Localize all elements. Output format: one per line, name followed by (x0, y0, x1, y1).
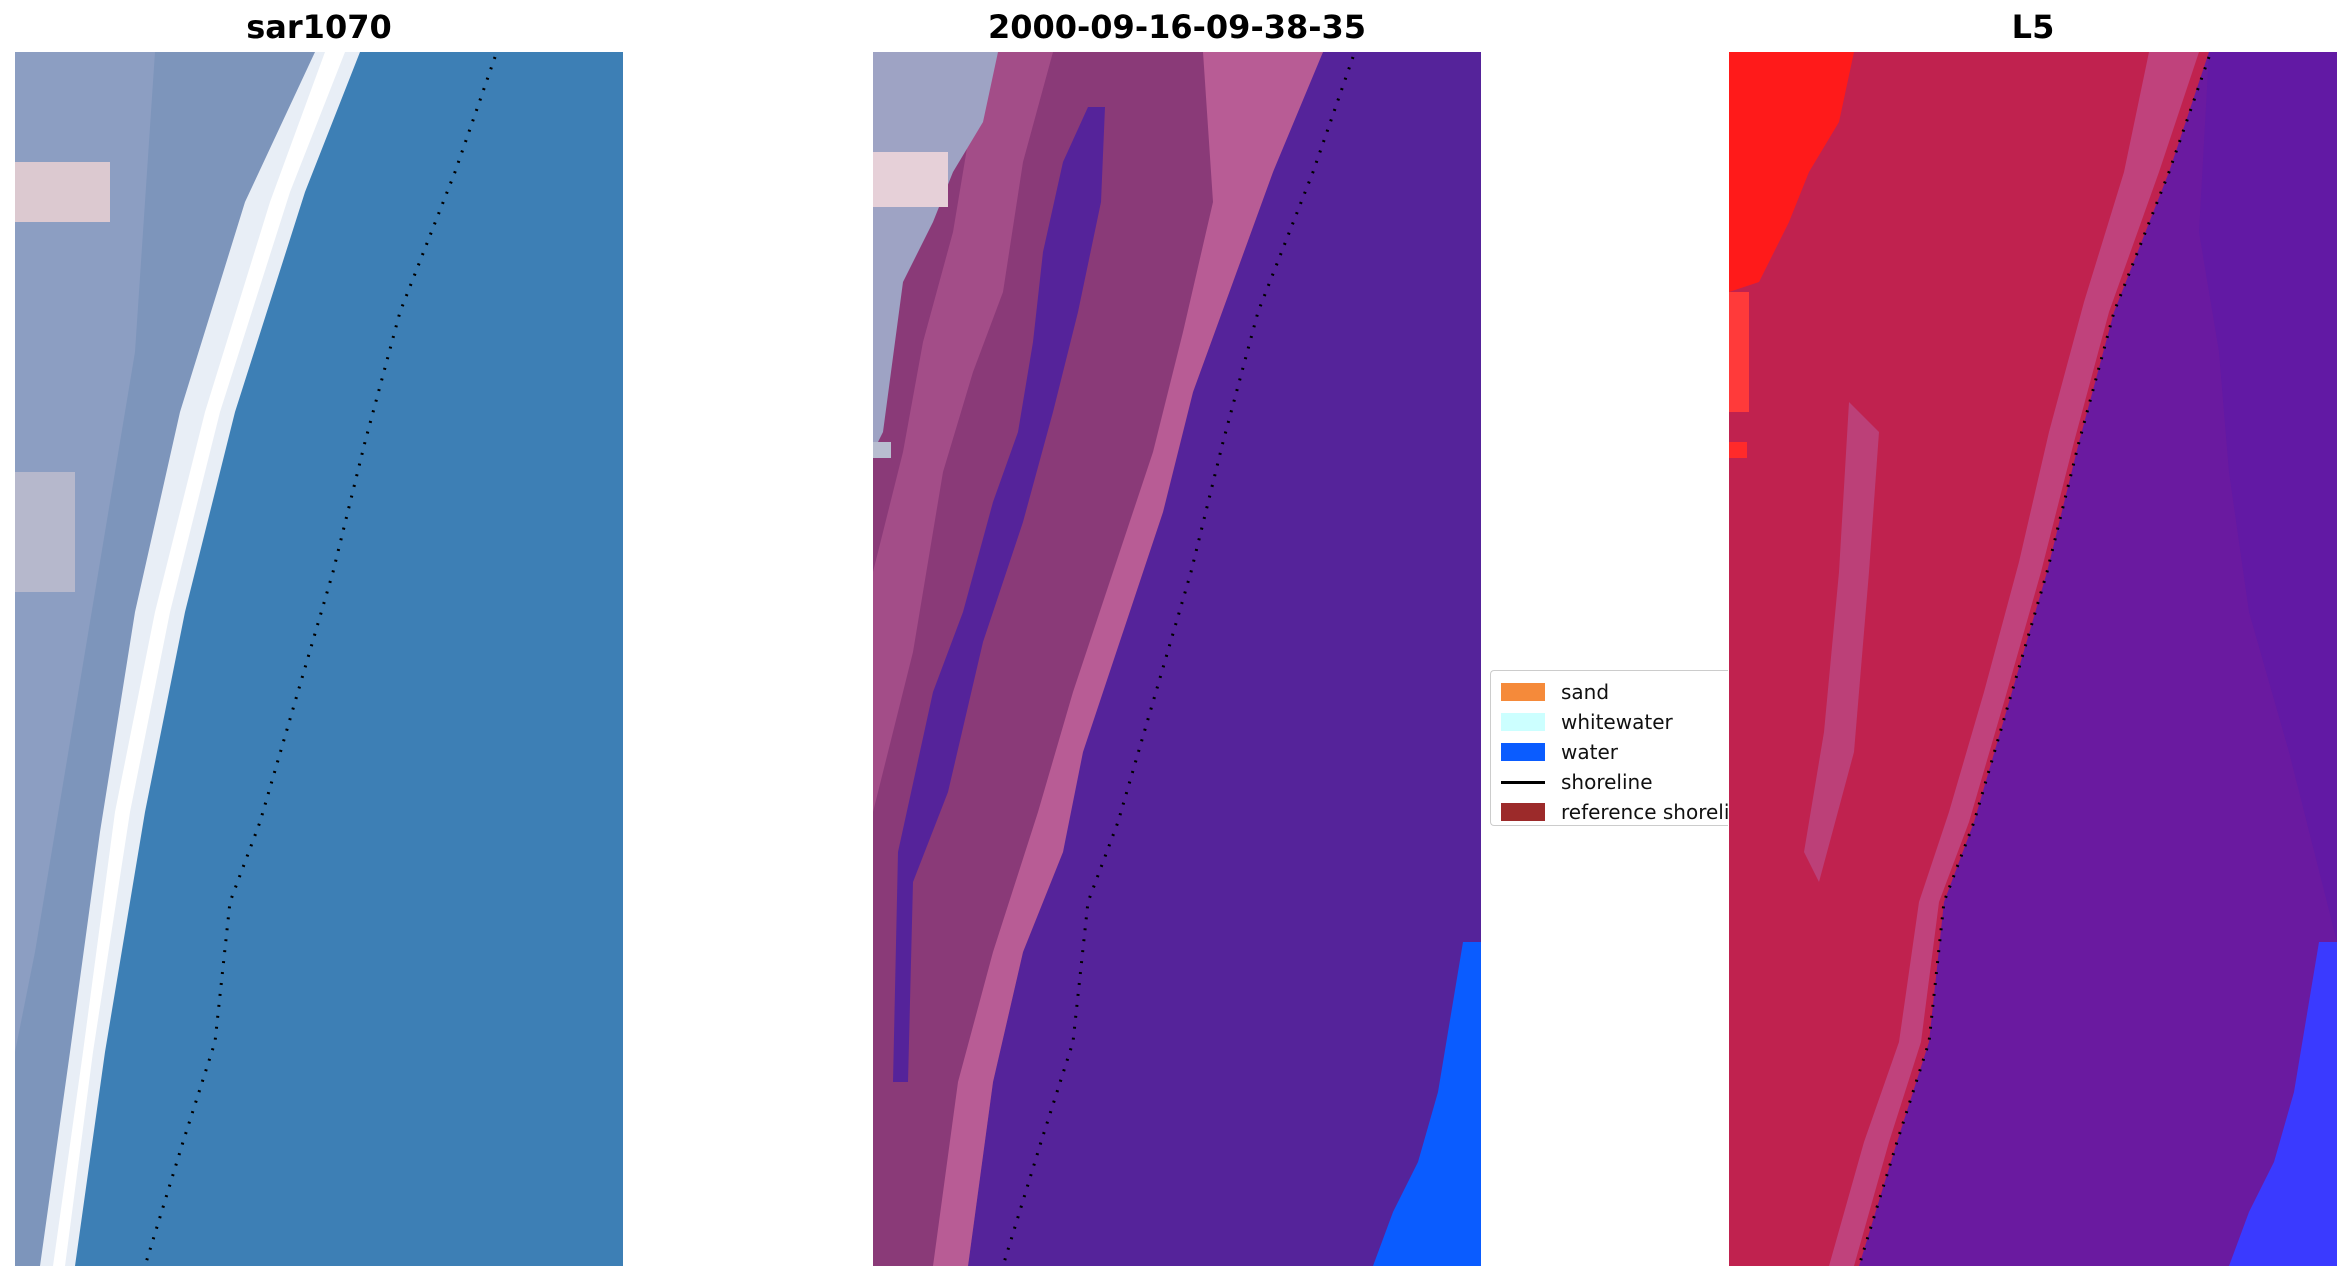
sand-swatch-icon (1501, 683, 1545, 701)
index-image (1729, 52, 2337, 1266)
classification-image (873, 52, 1481, 1266)
panel-title-index: L5 (2011, 8, 2055, 46)
panel-title-classification: 2000-09-16-09-38-35 (987, 8, 1367, 46)
legend-item-water: water (1501, 739, 1618, 765)
legend-label-water: water (1561, 740, 1618, 764)
legend-item-sand: sand (1501, 679, 1609, 705)
classification-panel: 2000-09-16-09-38-35 (873, 0, 1481, 1283)
shoreline-line-icon (1501, 773, 1545, 791)
whitewater-swatch-icon (1501, 713, 1545, 731)
rgb-image (15, 52, 623, 1266)
index-panel: L5 (1729, 0, 2337, 1283)
reference-shoreline-swatch-icon (1501, 803, 1545, 821)
legend-label-reference-shoreline: reference shoreline (1561, 800, 1728, 824)
water-swatch-icon (1501, 743, 1545, 761)
legend-label-shoreline: shoreline (1561, 770, 1653, 794)
legend-label-sand: sand (1561, 680, 1610, 704)
legend-item-whitewater: whitewater (1501, 709, 1673, 735)
panel-title-rgb: sar1070 (246, 8, 392, 46)
legend-item-shoreline: shoreline (1501, 769, 1653, 795)
rgb-panel: sar1070 (15, 0, 623, 1283)
legend-item-reference-shoreline: reference shoreline (1501, 799, 1728, 825)
legend: sand whitewater water shoreline referenc… (1490, 670, 1728, 826)
legend-label-whitewater: whitewater (1561, 710, 1673, 734)
